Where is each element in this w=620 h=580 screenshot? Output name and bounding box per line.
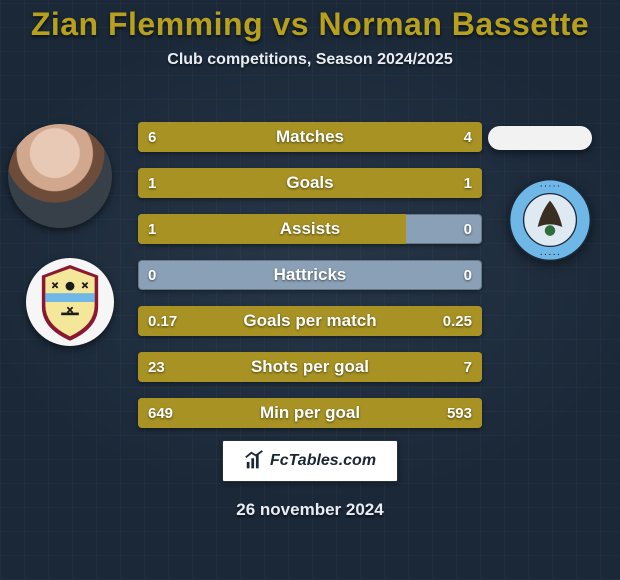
subtitle: Club competitions, Season 2024/2025 <box>0 51 620 69</box>
svg-text:· · · · ·: · · · · · <box>540 183 560 190</box>
metric-row: 11Goals <box>138 168 482 198</box>
metric-row: 0 0Hattricks <box>138 260 482 290</box>
metric-fill-right <box>276 306 482 336</box>
metric-value-right: 0 <box>464 260 472 290</box>
metric-fill-left <box>138 168 310 198</box>
metric-fill-right <box>344 122 482 152</box>
player1-club-crest <box>26 258 114 346</box>
vs-separator: vs <box>273 6 310 42</box>
player2-club-crest: · · · · · · · · · · <box>498 176 602 264</box>
player2-name: Norman Bassette <box>318 6 589 42</box>
comparison-bars: 64Matches11Goals10Assists00Hattricks0.17… <box>138 122 482 444</box>
metric-value-right: 0 <box>464 214 472 244</box>
metric-row: 237Shots per goal <box>138 352 482 382</box>
site-logo[interactable]: FcTables.com <box>222 440 398 482</box>
metric-fill-right <box>317 398 482 428</box>
chart-icon <box>244 450 266 472</box>
player2-avatar-placeholder <box>488 126 592 150</box>
site-logo-text: FcTables.com <box>270 452 376 470</box>
footer-date: 26 november 2024 <box>0 500 620 520</box>
metric-row: 0.170.25Goals per match <box>138 306 482 336</box>
metric-fill-right <box>310 168 482 198</box>
page-title: Zian Flemming vs Norman Bassette <box>0 0 620 43</box>
svg-text:· · · · ·: · · · · · <box>540 252 560 259</box>
metric-fill-left <box>138 352 403 382</box>
player1-avatar <box>8 124 112 228</box>
metric-row: 10Assists <box>138 214 482 244</box>
metric-row: 64Matches <box>138 122 482 152</box>
metric-row: 649593Min per goal <box>138 398 482 428</box>
metric-fill-left <box>138 214 406 244</box>
metric-fill-left <box>138 306 276 336</box>
metric-value-left: 0 <box>148 260 156 290</box>
metric-fill-left <box>138 122 344 152</box>
player1-name: Zian Flemming <box>31 6 263 42</box>
metric-fill-left <box>138 398 317 428</box>
metric-fill-right <box>403 352 482 382</box>
metric-label: Hattricks <box>138 260 482 290</box>
